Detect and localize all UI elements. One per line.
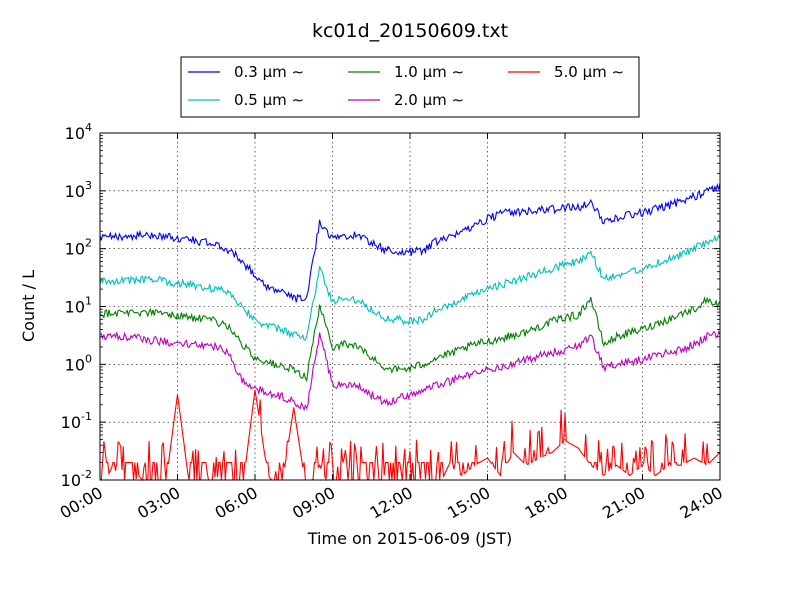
legend-box: [180, 56, 640, 118]
x-tick-label: 15:00: [444, 483, 493, 523]
y-tick-labels: 10-2 10-1 100 101 102 103 104: [61, 121, 92, 490]
ticks: [99, 132, 721, 481]
x-tick-label: 06:00: [212, 483, 261, 523]
y-tick-label: 101: [65, 295, 92, 317]
series-line-4: [99, 330, 721, 412]
grid: [100, 133, 720, 480]
x-tick-label: 24:00: [677, 483, 726, 523]
y-tick-label: 103: [65, 179, 92, 201]
y-tick-label: 100: [65, 352, 92, 374]
legend-label: 5.0 μm ∼: [554, 63, 624, 81]
y-tick-label: 10-1: [61, 410, 92, 432]
series-line-1: [99, 182, 721, 303]
x-tick-label: 09:00: [289, 483, 338, 523]
legend-label: 0.5 μm ∼: [234, 91, 304, 109]
series-line-5: [100, 389, 721, 482]
series-lines: [99, 182, 721, 482]
chart-title: kc01d_20150609.txt: [312, 20, 508, 42]
x-tick-label: 12:00: [367, 483, 416, 523]
x-tick-label: 03:00: [134, 483, 183, 523]
legend-label: 0.3 μm ∼: [234, 63, 304, 81]
y-axis-label: Count / L: [19, 270, 38, 342]
y-tick-label: 102: [65, 237, 92, 259]
x-tick-label: 21:00: [599, 483, 648, 523]
y-tick-label: 10-2: [61, 468, 92, 490]
x-tick-labels: 00:00 03:00 06:00 09:00 12:00 15:00 18:00 21:00…: [57, 483, 726, 523]
legend: 0.3 μm ∼ 0.5 μm ∼ 1.0 μm ∼ 2.0 μm ∼ 5.0 μm ∼: [180, 56, 640, 118]
legend-label: 1.0 μm ∼: [394, 63, 464, 81]
x-axis-label: Time on 2015-06-09 (JST): [307, 529, 512, 548]
x-tick-label: 18:00: [522, 483, 571, 523]
y-tick-label: 104: [65, 121, 92, 143]
series-line-3: [99, 296, 721, 383]
legend-label: 2.0 μm ∼: [394, 91, 464, 109]
series-line-2: [99, 234, 721, 341]
